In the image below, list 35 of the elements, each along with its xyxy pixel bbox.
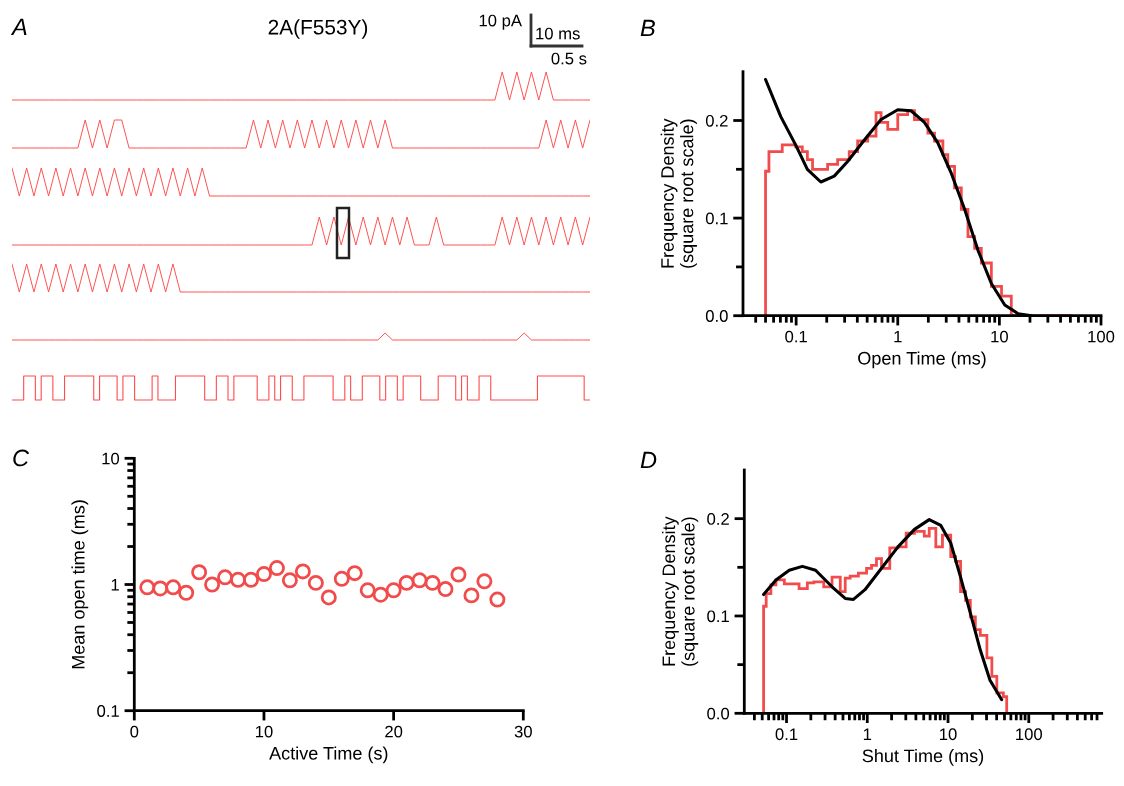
text: 0.5 s bbox=[551, 52, 587, 65]
y-tick-label: 0.1 bbox=[707, 610, 729, 623]
text: D bbox=[640, 451, 657, 469]
y-axis-title: Frequency Density (square root scale) bbox=[661, 516, 699, 666]
y-tick-label: 0.0 bbox=[707, 707, 730, 720]
text: C bbox=[13, 449, 30, 467]
text: A bbox=[10, 18, 27, 36]
y-axis-title: Frequency Density (square root scale) bbox=[660, 118, 697, 268]
text: 10 ms bbox=[536, 27, 580, 40]
x-tick-label: 10 bbox=[991, 330, 1008, 343]
y-tick-label: 0.2 bbox=[705, 114, 728, 127]
x-axis-title: Shut Time (ms) bbox=[862, 748, 984, 766]
y-tick-label: 1 bbox=[111, 579, 119, 591]
x-tick-label: 30 bbox=[514, 725, 532, 738]
y-tick-label: 10 bbox=[102, 452, 120, 465]
x-tick-label: 10 bbox=[940, 728, 957, 741]
x-tick-label: 0 bbox=[130, 725, 139, 738]
x-tick-label: 20 bbox=[385, 725, 403, 738]
chart-title: 2A(F553Y) bbox=[268, 19, 368, 39]
x-axis-title: Active Time (s) bbox=[269, 746, 388, 764]
x-tick-label: 10 bbox=[255, 725, 273, 738]
text: B bbox=[640, 19, 655, 37]
text: 10 pA bbox=[479, 14, 522, 30]
x-tick-label: 0.1 bbox=[785, 330, 807, 343]
y-axis-title: Mean open time (ms) bbox=[71, 500, 89, 669]
x-axis-title: Open Time (ms) bbox=[858, 351, 986, 369]
x-tick-label: 100 bbox=[1016, 728, 1043, 741]
x-tick-label: 1 bbox=[863, 728, 872, 740]
y-tick-label: 0.1 bbox=[705, 212, 728, 225]
x-tick-label: 0.1 bbox=[775, 728, 798, 741]
y-tick-label: 0.1 bbox=[97, 705, 119, 717]
x-tick-label: 100 bbox=[1088, 330, 1115, 343]
y-tick-label: 0.2 bbox=[707, 513, 729, 525]
y-tick-label: 0.0 bbox=[705, 310, 728, 322]
x-tick-label: 1 bbox=[894, 330, 902, 343]
